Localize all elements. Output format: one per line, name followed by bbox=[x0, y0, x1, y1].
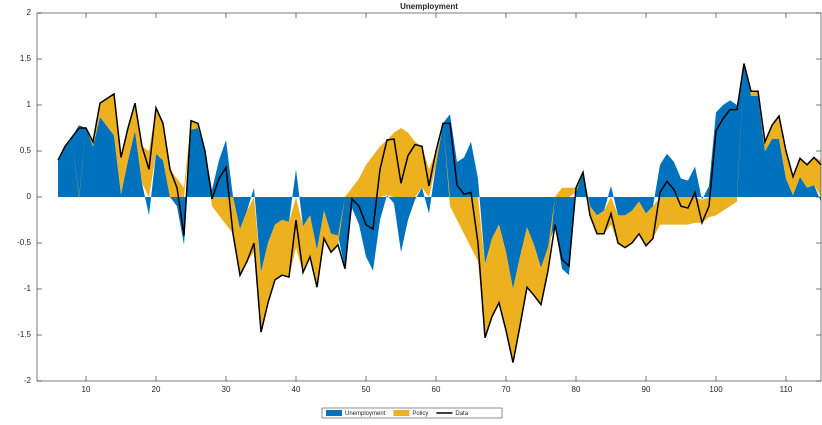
area bbox=[58, 63, 821, 363]
legend-swatch bbox=[393, 410, 410, 416]
x-tick-label: 40 bbox=[292, 385, 301, 394]
x-tick-label: 100 bbox=[709, 385, 723, 394]
y-tick-label: 2 bbox=[27, 8, 32, 17]
y-tick-label: -0.5 bbox=[17, 238, 31, 247]
x-tick-label: 20 bbox=[152, 385, 161, 394]
y-tick-label: -1.5 bbox=[17, 330, 31, 339]
x-tick-label: 30 bbox=[222, 385, 231, 394]
legend-label: Policy bbox=[412, 411, 428, 417]
x-tick-label: 50 bbox=[362, 385, 371, 394]
legend-box bbox=[321, 407, 503, 419]
x-tick-label: 70 bbox=[502, 385, 511, 394]
y-tick-label: 0 bbox=[27, 192, 32, 201]
x-tick-label: 10 bbox=[82, 385, 91, 394]
x-tick-label: 80 bbox=[572, 385, 581, 394]
x-tick-label: 110 bbox=[780, 385, 793, 394]
legend-label: Unemployment bbox=[345, 411, 386, 417]
legend-label: Data bbox=[455, 411, 468, 417]
y-tick-label: 0.5 bbox=[20, 146, 32, 155]
y-tick-label: 1.5 bbox=[20, 54, 32, 63]
data-line bbox=[57, 63, 822, 363]
x-tick-label: 60 bbox=[432, 385, 441, 394]
y-tick-label: -1 bbox=[24, 284, 32, 293]
x-tick-label: 90 bbox=[642, 385, 651, 394]
y-tick-label: 1 bbox=[27, 100, 32, 109]
y-tick-label: -2 bbox=[24, 376, 32, 385]
chart-title: Unemployment bbox=[400, 2, 458, 11]
area bbox=[58, 63, 821, 289]
legend-swatch bbox=[326, 410, 342, 416]
